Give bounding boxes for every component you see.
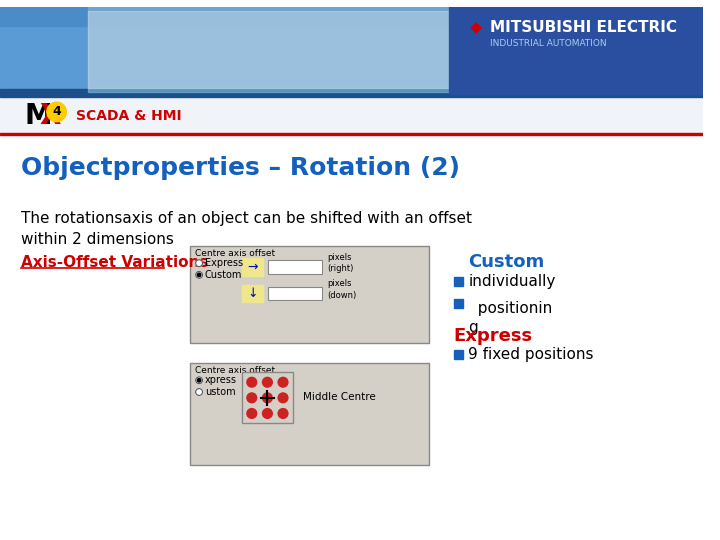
Bar: [454, 277, 462, 286]
Text: xpress: xpress: [205, 375, 237, 385]
Circle shape: [247, 377, 256, 387]
Circle shape: [196, 260, 202, 267]
Circle shape: [196, 377, 202, 384]
Circle shape: [263, 377, 272, 387]
Circle shape: [247, 409, 256, 419]
Text: pixels
(right): pixels (right): [327, 253, 354, 273]
Text: ustom: ustom: [205, 387, 235, 397]
Text: SCADA & HMI: SCADA & HMI: [76, 109, 181, 123]
Bar: [454, 350, 462, 359]
Circle shape: [247, 393, 256, 403]
Circle shape: [278, 377, 288, 387]
Text: The rotationsaxis of an object can be shifted with an offset
within 2 dimensions: The rotationsaxis of an object can be sh…: [22, 212, 472, 247]
Text: Middle Centre: Middle Centre: [302, 392, 375, 402]
Text: Centre axis offset: Centre axis offset: [195, 249, 275, 258]
Bar: [242, 258, 264, 276]
Bar: [0, 136, 703, 534]
Bar: [0, 133, 703, 136]
Text: Objectproperties – Rotation (2): Objectproperties – Rotation (2): [22, 156, 461, 179]
Bar: [0, 6, 703, 26]
Bar: [0, 90, 703, 97]
Bar: [242, 285, 264, 302]
Text: →: →: [248, 261, 258, 274]
Circle shape: [263, 409, 272, 419]
FancyBboxPatch shape: [190, 246, 429, 343]
Circle shape: [197, 273, 201, 276]
Bar: [449, 6, 703, 94]
Text: M: M: [24, 102, 52, 130]
Bar: [88, 11, 449, 87]
Polygon shape: [472, 23, 481, 33]
Bar: [242, 373, 293, 423]
Circle shape: [47, 102, 66, 122]
Bar: [0, 94, 703, 138]
Text: Centre axis offset: Centre axis offset: [195, 366, 275, 375]
Text: X: X: [39, 102, 60, 130]
Text: 4: 4: [53, 105, 61, 118]
Circle shape: [278, 409, 288, 419]
Text: Custom: Custom: [469, 253, 545, 271]
Bar: [0, 6, 703, 94]
Circle shape: [278, 393, 288, 403]
Text: individually: individually: [469, 274, 556, 289]
Bar: [88, 6, 449, 92]
Bar: [269, 287, 322, 300]
Text: 9 fixed positions: 9 fixed positions: [469, 347, 594, 362]
Text: Express: Express: [205, 258, 243, 268]
Text: INDUSTRIAL AUTOMATION: INDUSTRIAL AUTOMATION: [490, 39, 606, 48]
FancyBboxPatch shape: [190, 363, 429, 465]
Text: MITSUBISHI ELECTRIC: MITSUBISHI ELECTRIC: [490, 21, 677, 36]
Circle shape: [197, 379, 201, 382]
Circle shape: [196, 272, 202, 278]
Circle shape: [263, 393, 272, 403]
Text: positionin
g: positionin g: [469, 301, 553, 335]
Text: pixels
(down): pixels (down): [327, 280, 356, 300]
Bar: [454, 299, 462, 308]
Text: Axis-Offset Variations: Axis-Offset Variations: [22, 255, 209, 269]
Bar: [269, 260, 322, 274]
Circle shape: [196, 389, 202, 395]
Text: Custom: Custom: [205, 270, 243, 280]
Text: Express: Express: [454, 327, 533, 346]
Text: ↓: ↓: [248, 287, 258, 300]
